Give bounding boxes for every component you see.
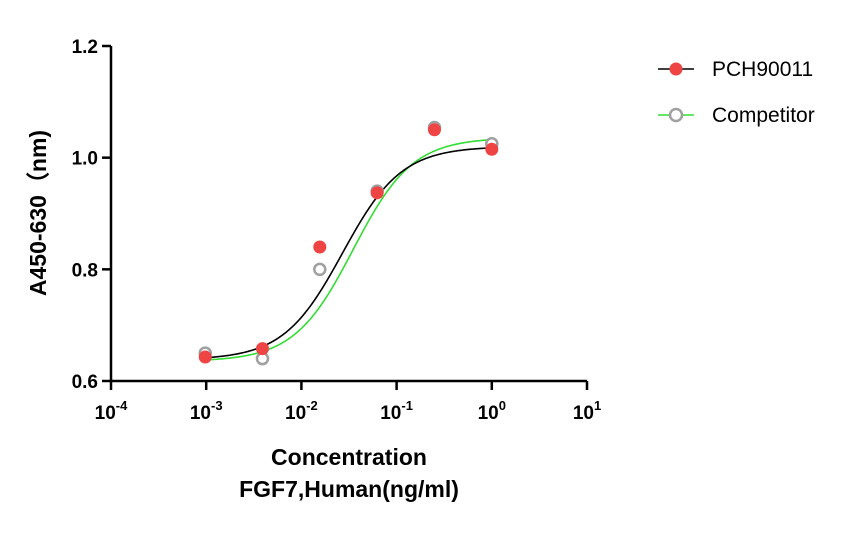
legend: PCH90011 Competitor [658, 58, 815, 127]
data-point-pch90011 [370, 186, 384, 200]
y-tick-label: 1.0 [72, 149, 98, 170]
legend-entry-competitor: Competitor [658, 104, 815, 127]
fit-curve-pch90011 [203, 146, 494, 359]
x-tick-label: 101 [573, 398, 601, 424]
data-point-pch90011 [198, 350, 212, 364]
legend-marker-competitor [668, 107, 684, 123]
fit-curve-competitor [203, 138, 494, 361]
data-point-pch90011 [427, 123, 441, 137]
data-point-pch90011 [313, 240, 327, 254]
fit-curves [203, 138, 494, 361]
legend-label-pch90011: PCH90011 [712, 58, 813, 81]
x-tick-label: 100 [478, 398, 506, 424]
data-points [198, 120, 499, 366]
data-point-competitor [313, 262, 327, 277]
ticks: 0.6 0.8 1.0 1.2 10-4 10-3 10-2 10-1 100 101 [72, 37, 602, 424]
y-tick-label: 0.6 [72, 372, 98, 393]
y-axis-title: A450-630（nm) [25, 130, 51, 296]
data-point-pch90011 [255, 342, 269, 356]
x-tick-label: 10-3 [190, 398, 223, 424]
legend-label-competitor: Competitor [712, 104, 815, 127]
y-tick-label: 1.2 [72, 37, 98, 58]
x-tick-label: 10-2 [285, 398, 318, 424]
data-point-pch90011 [485, 142, 499, 156]
axes [109, 46, 587, 383]
x-axis-title-line1: Concentration [271, 444, 427, 470]
legend-entry-pch90011: PCH90011 [658, 58, 813, 81]
x-tick-label: 10-1 [380, 398, 413, 424]
y-tick-label: 0.8 [72, 260, 98, 281]
x-tick-label: 10-4 [95, 398, 128, 424]
x-axis-title-line2: FGF7,Human(ng/ml) [239, 476, 459, 502]
legend-marker-pch90011 [669, 62, 683, 76]
